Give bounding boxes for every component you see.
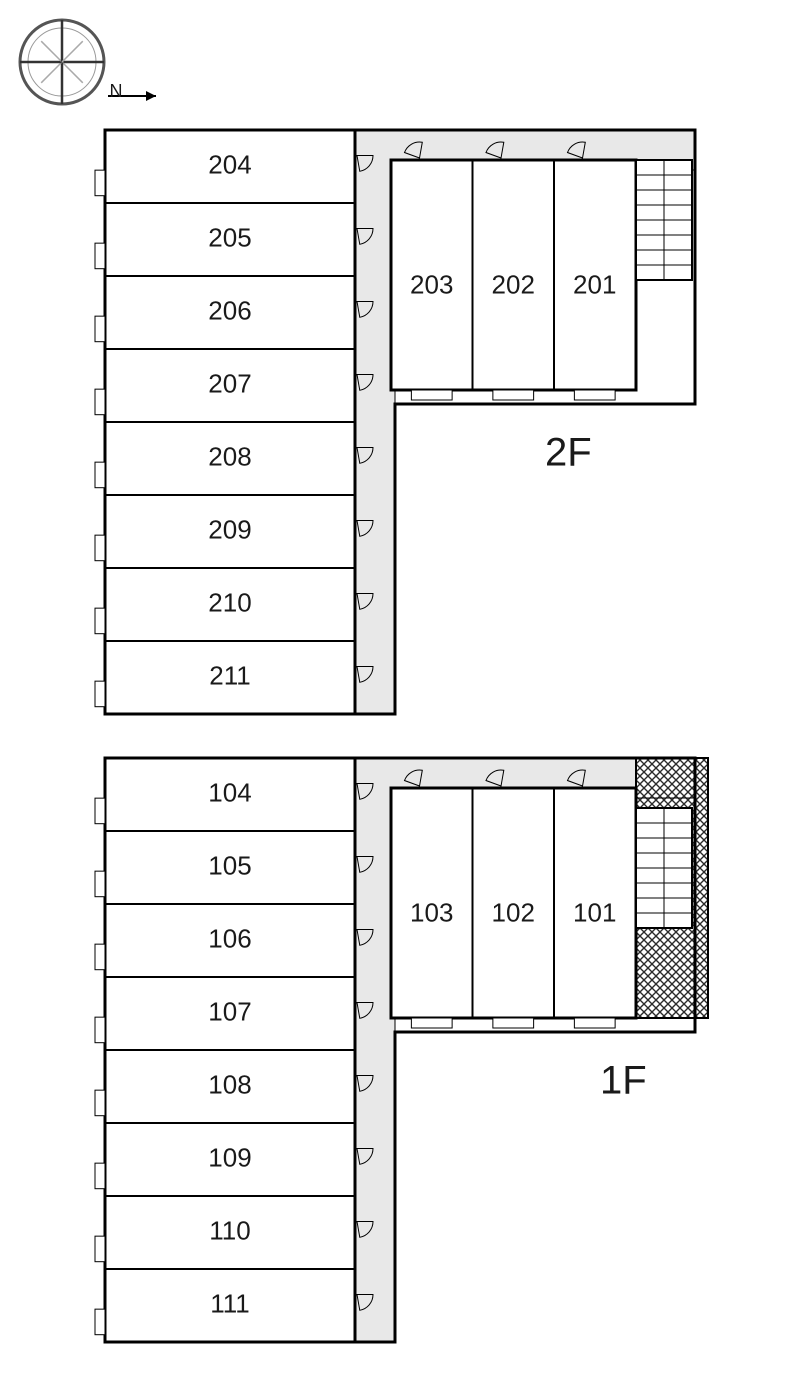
room-label-103: 103 bbox=[410, 897, 453, 927]
balcony-stub bbox=[95, 1163, 105, 1189]
floor-label-1F: 1F bbox=[600, 1059, 647, 1103]
room-label-109: 109 bbox=[208, 1142, 251, 1172]
floor-1F bbox=[95, 758, 708, 1342]
balcony-stub bbox=[493, 390, 534, 400]
room-label-202: 202 bbox=[492, 269, 535, 299]
floor-label-2F: 2F bbox=[545, 431, 592, 475]
balcony-stub bbox=[95, 389, 105, 415]
room-label-204: 204 bbox=[208, 149, 251, 179]
balcony-stub bbox=[95, 1017, 105, 1043]
room-label-105: 105 bbox=[208, 850, 251, 880]
room-label-106: 106 bbox=[208, 923, 251, 953]
floor-2F bbox=[95, 130, 695, 714]
balcony-stub bbox=[95, 1236, 105, 1262]
balcony-stub bbox=[95, 535, 105, 561]
balcony-stub bbox=[574, 1018, 615, 1028]
balcony-stub bbox=[493, 1018, 534, 1028]
compass-icon bbox=[20, 20, 156, 104]
balcony-stub bbox=[411, 1018, 452, 1028]
balcony-stub bbox=[95, 243, 105, 269]
balcony-stub bbox=[95, 1309, 105, 1335]
floor-plan-diagram: N 204 205 206 207 208 209 210 211 203 202 201 2F 104 1… bbox=[0, 0, 800, 1373]
room-label-111: 111 bbox=[210, 1288, 250, 1318]
room-label-102: 102 bbox=[492, 897, 535, 927]
corridor-vertical bbox=[355, 758, 395, 1342]
balcony-stub bbox=[95, 316, 105, 342]
balcony-stub bbox=[95, 462, 105, 488]
room-label-107: 107 bbox=[208, 996, 251, 1026]
room-label-203: 203 bbox=[410, 269, 453, 299]
room-label-205: 205 bbox=[208, 222, 251, 252]
room-label-206: 206 bbox=[208, 295, 251, 325]
room-label-104: 104 bbox=[208, 777, 251, 807]
room-label-207: 207 bbox=[208, 368, 251, 398]
balcony-stub bbox=[95, 681, 105, 707]
room-label-110: 110 bbox=[209, 1215, 250, 1245]
room-label-210: 210 bbox=[208, 587, 251, 617]
corridor-vertical bbox=[355, 130, 395, 714]
balcony-stub bbox=[411, 390, 452, 400]
balcony-stub bbox=[95, 1090, 105, 1116]
room-label-208: 208 bbox=[208, 441, 251, 471]
balcony-stub bbox=[95, 871, 105, 897]
balcony-stub bbox=[95, 608, 105, 634]
room-label-101: 101 bbox=[573, 897, 616, 927]
stairs-icon bbox=[636, 160, 692, 280]
compass-n-label: N bbox=[110, 81, 123, 101]
balcony-stub bbox=[95, 944, 105, 970]
balcony-stub bbox=[95, 170, 105, 196]
left-wing bbox=[95, 758, 373, 1342]
stairs-icon bbox=[636, 808, 692, 928]
room-label-201: 201 bbox=[573, 269, 616, 299]
left-wing bbox=[95, 130, 373, 714]
room-label-108: 108 bbox=[208, 1069, 251, 1099]
room-label-211: 211 bbox=[209, 660, 250, 690]
room-label-209: 209 bbox=[208, 514, 251, 544]
balcony-stub bbox=[95, 798, 105, 824]
balcony-stub bbox=[574, 390, 615, 400]
